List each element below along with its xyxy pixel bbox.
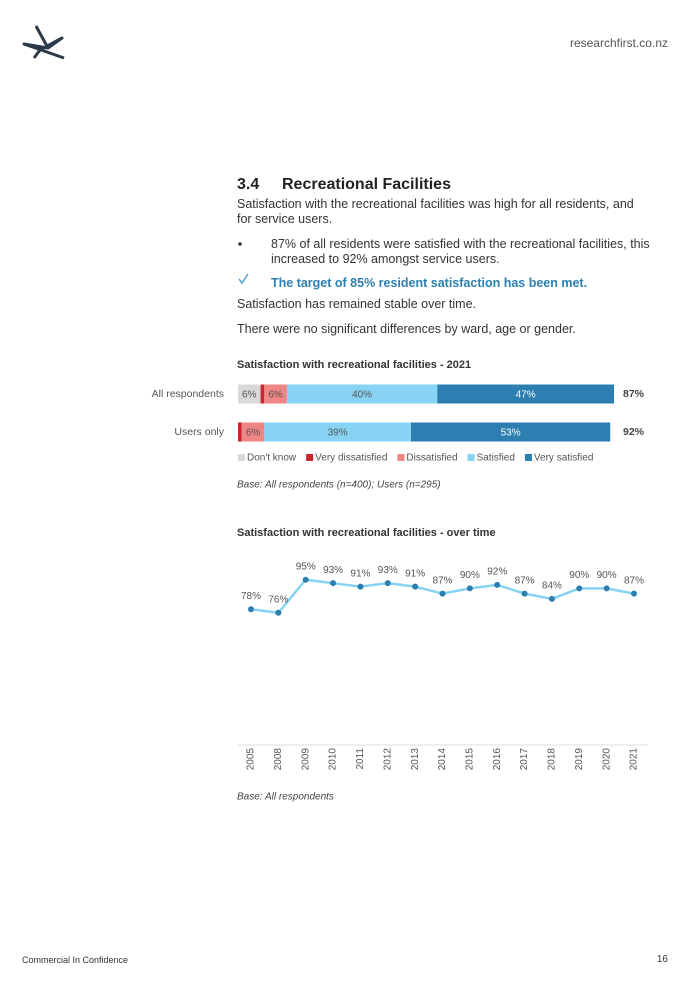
bar-segment xyxy=(238,384,261,404)
legend-label: Very dissatisfied xyxy=(315,453,387,464)
value-label: 47% xyxy=(516,390,536,401)
data-point xyxy=(494,581,501,588)
value-label: 90% xyxy=(569,570,589,581)
target-text: The target of 85% resident satisfaction … xyxy=(271,276,588,290)
data-point xyxy=(384,580,391,587)
value-label: 40% xyxy=(352,390,372,401)
x-tick-label: 2008 xyxy=(273,748,284,771)
value-label: 91% xyxy=(405,568,425,579)
page-number: 16 xyxy=(656,954,668,965)
chart-note: Base: All respondents (n=400); Users (n=… xyxy=(237,480,441,491)
x-tick-label: 2005 xyxy=(246,748,257,771)
legend-swatch xyxy=(524,454,532,461)
x-tick-label: 2021 xyxy=(629,748,640,771)
value-label: 91% xyxy=(350,568,370,579)
x-tick-label: 2020 xyxy=(601,748,612,771)
value-label: 76% xyxy=(268,594,288,605)
check-icon xyxy=(238,273,249,285)
value-label: 6% xyxy=(242,390,257,401)
value-label: 90% xyxy=(597,570,617,581)
x-tick-label: 2009 xyxy=(300,748,311,771)
website: researchfirst.co.nz xyxy=(569,36,668,50)
value-label: 84% xyxy=(542,580,562,591)
legend-swatch xyxy=(397,454,405,461)
total-label: 87% xyxy=(623,388,645,400)
data-point xyxy=(275,609,282,616)
data-point xyxy=(576,585,583,592)
category-label: All respondents xyxy=(152,388,224,400)
legend-swatch xyxy=(238,454,245,461)
value-label: 95% xyxy=(296,561,316,572)
value-label: 53% xyxy=(501,428,521,439)
data-point xyxy=(412,583,419,590)
chart-title: Satisfaction with recreational facilitie… xyxy=(237,359,471,371)
bullet-text: 87% of all residents were satisfied with… xyxy=(271,237,650,266)
data-point xyxy=(330,580,337,587)
x-tick-label: 2018 xyxy=(547,748,558,771)
legend-label: Dissatisfied xyxy=(406,453,457,464)
legend-swatch xyxy=(467,454,475,461)
bar-segment xyxy=(238,422,242,442)
data-point xyxy=(439,590,446,597)
x-tick-label: 2012 xyxy=(382,748,393,771)
data-point xyxy=(548,595,555,602)
chart-title: Satisfaction with recreational facilitie… xyxy=(237,527,496,539)
value-label: 78% xyxy=(241,591,261,602)
data-point xyxy=(631,590,637,597)
value-label: 93% xyxy=(323,565,343,576)
value-label: 93% xyxy=(378,565,398,576)
bar-segment xyxy=(264,384,287,404)
bar-segment xyxy=(260,384,265,404)
data-point xyxy=(521,590,528,597)
category-label: Users only xyxy=(174,426,224,438)
data-point xyxy=(248,606,254,613)
logo xyxy=(22,25,65,60)
bullet-dot xyxy=(238,242,242,246)
x-tick-label: 2010 xyxy=(328,748,339,771)
data-point xyxy=(357,583,364,590)
intro: Satisfaction with the recreational facil… xyxy=(237,197,634,226)
value-label: 6% xyxy=(246,428,261,439)
total-label: 92% xyxy=(623,426,645,438)
section-title: Recreational Facilities xyxy=(282,176,451,193)
chart-note: Base: All respondents xyxy=(237,792,334,803)
x-tick-label: 2014 xyxy=(437,748,448,771)
x-tick-label: 2011 xyxy=(355,748,366,770)
section-number: 3.4 xyxy=(237,176,260,193)
paragraph: Satisfaction has remained stable over ti… xyxy=(237,297,477,311)
data-point xyxy=(603,585,610,592)
x-tick-label: 2013 xyxy=(410,748,421,771)
value-label: 39% xyxy=(328,428,348,439)
bar-segment xyxy=(286,384,438,404)
legend-label: Don't know xyxy=(247,453,297,464)
data-point xyxy=(302,576,309,583)
bar-segment xyxy=(264,422,411,442)
x-tick-label: 2019 xyxy=(574,748,585,771)
data-point xyxy=(466,585,473,592)
legend-swatch xyxy=(306,454,314,461)
bar-segment xyxy=(437,384,614,404)
bar-segment xyxy=(410,422,611,442)
legend-label: Satisfied xyxy=(477,453,515,464)
value-label: 6% xyxy=(268,390,283,401)
x-tick-label: 2017 xyxy=(519,748,530,771)
value-label: 92% xyxy=(487,567,507,578)
value-label: 87% xyxy=(515,575,535,586)
value-label: 90% xyxy=(460,570,480,581)
value-label: 87% xyxy=(432,575,452,586)
bar-segment xyxy=(241,422,265,442)
x-tick-label: 2016 xyxy=(492,748,503,771)
legend-label: Very satisfied xyxy=(534,453,593,464)
value-label: 87% xyxy=(624,575,644,586)
footer-text: Commercial In Confidence xyxy=(22,955,129,965)
paragraph: There were no significant differences by… xyxy=(237,322,576,336)
x-tick-label: 2015 xyxy=(464,748,475,771)
